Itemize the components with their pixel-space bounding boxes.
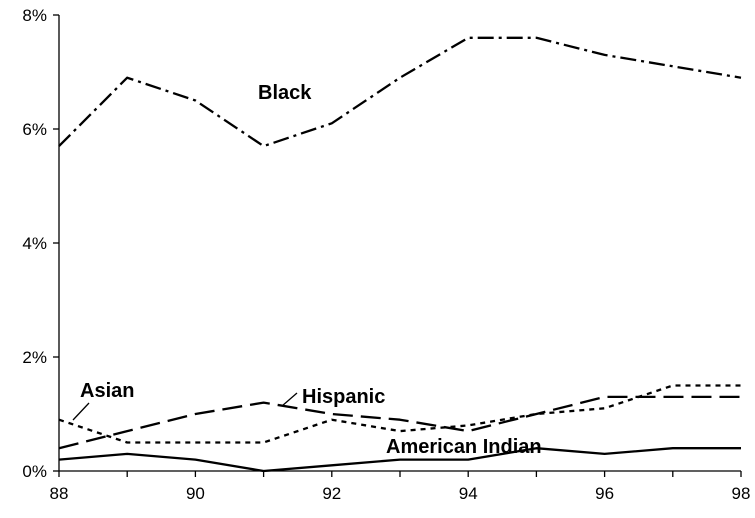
series-lines [58, 36, 742, 473]
x-tick-label: 96 [595, 484, 614, 503]
label-black: Black [258, 82, 312, 104]
y-tick-label: 8% [22, 6, 47, 25]
label-asian: Asian [80, 380, 134, 402]
series-line-hispanic [58, 395, 741, 450]
y-tick-label: 6% [22, 120, 47, 139]
label-hispanic: Hispanic [302, 386, 385, 408]
x-tick-label: 88 [50, 484, 69, 503]
axes: 0% 2% 4% 6% 8% 88 90 92 94 96 98 [22, 6, 750, 503]
series-labels: Black Hispanic Asian American Indian [80, 82, 542, 458]
x-tick-label: 94 [459, 484, 478, 503]
y-tick-label: 0% [22, 462, 47, 481]
x-tick-label: 92 [322, 484, 341, 503]
series-line-black [58, 36, 742, 148]
x-tick-label: 90 [186, 484, 205, 503]
label-american-indian: American Indian [386, 436, 542, 458]
series-line-american-indian [58, 447, 741, 473]
y-tick-label: 2% [22, 348, 47, 367]
series-line-asian [58, 384, 741, 444]
leader-asian [72, 402, 90, 421]
x-tick-label: 98 [732, 484, 751, 503]
leader-hispanic [281, 392, 298, 407]
label-leaders [72, 392, 298, 421]
y-tick-label: 4% [22, 234, 47, 253]
